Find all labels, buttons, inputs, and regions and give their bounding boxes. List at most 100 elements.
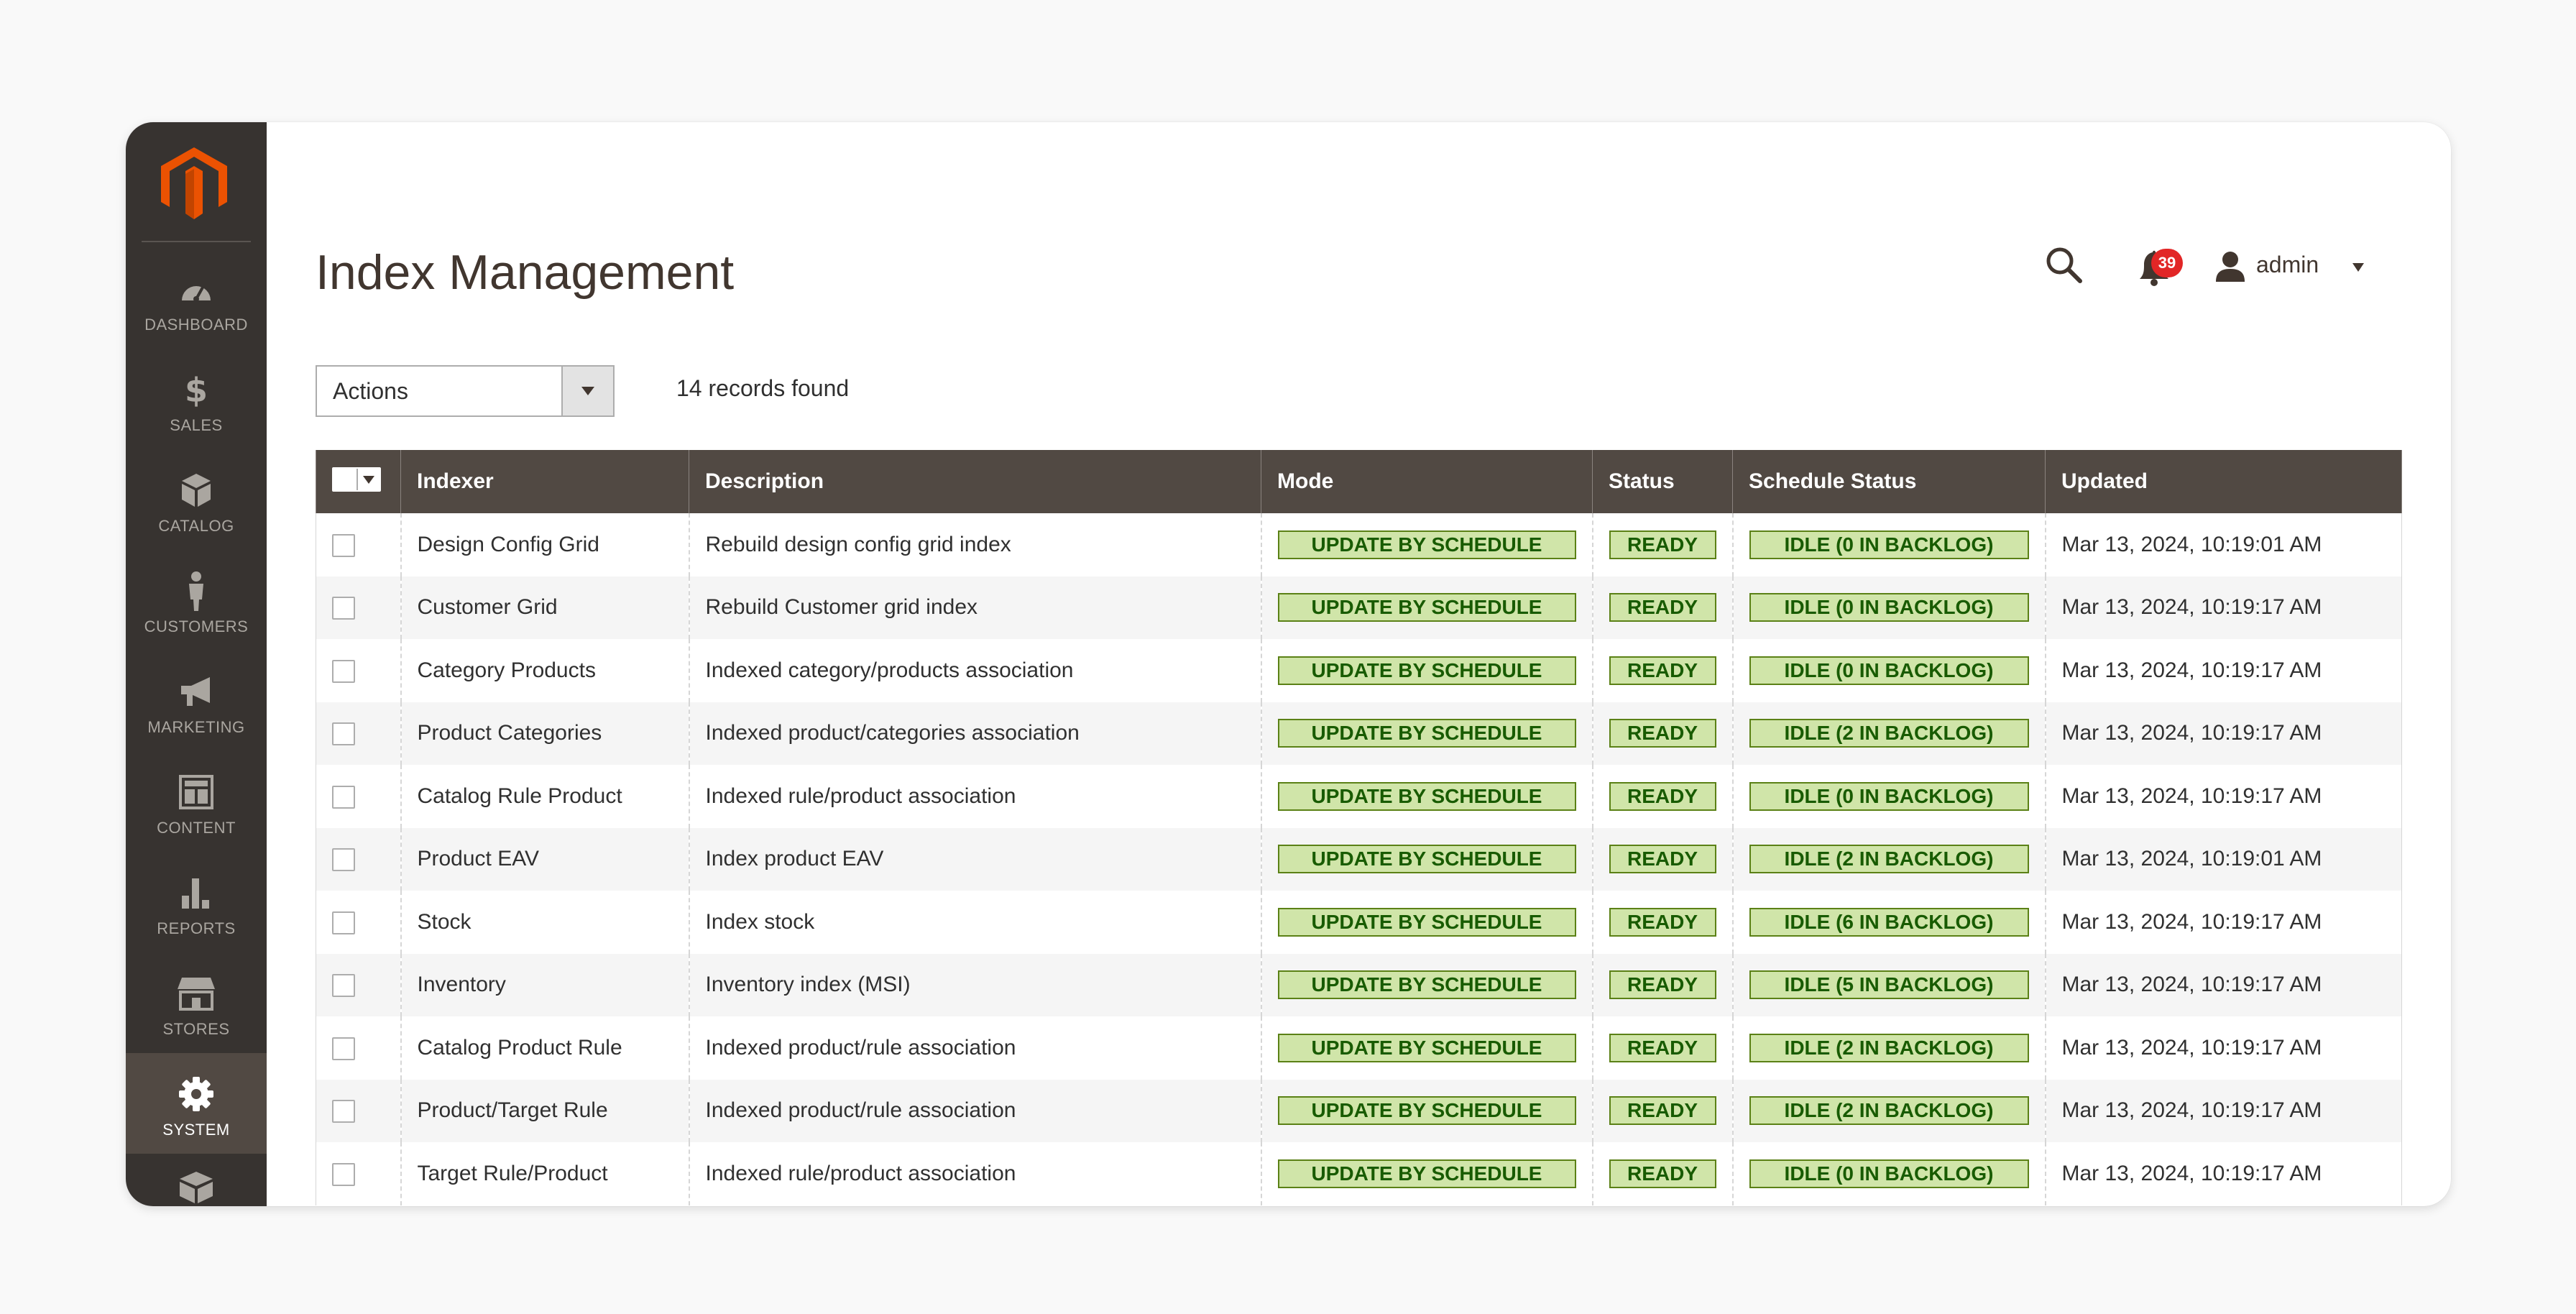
row-checkbox[interactable] xyxy=(332,533,355,557)
schedule-status-cell: IDLE (0 IN BACKLOG) xyxy=(1731,513,2046,576)
magento-logo-icon[interactable] xyxy=(161,147,227,219)
sidebar-item-system[interactable]: SYSTEM xyxy=(126,1053,267,1154)
row-checkbox[interactable] xyxy=(332,1037,355,1060)
schedule-status-badge: IDLE (0 IN BACKLOG) xyxy=(1749,593,2029,622)
sidebar-item-dashboard[interactable]: DASHBOARD xyxy=(126,248,267,349)
row-select-cell xyxy=(316,1079,401,1142)
megaphone-icon xyxy=(178,671,214,712)
column-header-status[interactable]: Status xyxy=(1592,450,1733,513)
mode-cell: UPDATE BY SCHEDULE xyxy=(1260,953,1593,1016)
sidebar-item-extensions[interactable] xyxy=(126,1154,267,1206)
indexer-cell: Design Config Grid xyxy=(400,513,689,576)
indexer-cell: Product EAV xyxy=(400,827,689,891)
status-cell: READY xyxy=(1591,1142,1733,1205)
schedule-status-cell: IDLE (0 IN BACKLOG) xyxy=(1731,639,2046,702)
row-select-cell xyxy=(316,1016,401,1080)
row-checkbox[interactable] xyxy=(332,848,355,872)
mode-badge: UPDATE BY SCHEDULE xyxy=(1277,719,1576,748)
sidebar-item-stores[interactable]: STORES xyxy=(126,952,267,1053)
mode-cell: UPDATE BY SCHEDULE xyxy=(1260,765,1593,828)
updated-cell: Mar 13, 2024, 10:19:17 AM xyxy=(2044,1079,2402,1142)
schedule-status-badge: IDLE (6 IN BACKLOG) xyxy=(1749,907,2029,937)
description-cell: Index product EAV xyxy=(688,827,1261,891)
logo-divider xyxy=(142,241,251,242)
table-row[interactable]: Customer Grid Rebuild Customer grid inde… xyxy=(316,576,2402,639)
updated-cell: Mar 13, 2024, 10:19:17 AM xyxy=(2044,702,2402,765)
updated-cell: Mar 13, 2024, 10:19:17 AM xyxy=(2044,576,2402,639)
status-badge: READY xyxy=(1609,530,1716,559)
row-checkbox[interactable] xyxy=(332,911,355,934)
table-row[interactable]: Target Rule/Product Indexed rule/product… xyxy=(316,1142,2402,1205)
row-checkbox[interactable] xyxy=(332,659,355,683)
table-row[interactable]: Product Categories Indexed product/categ… xyxy=(316,702,2402,765)
schedule-status-cell: IDLE (6 IN BACKLOG) xyxy=(1731,891,2046,954)
table-row[interactable]: Catalog Rule Product Indexed rule/produc… xyxy=(316,765,2402,828)
records-found-count: 14 records found xyxy=(676,375,850,401)
sidebar-item-marketing[interactable]: MARKETING xyxy=(126,651,267,751)
chevron-down-icon[interactable] xyxy=(2352,263,2364,272)
status-badge: READY xyxy=(1609,907,1716,937)
updated-cell: Mar 13, 2024, 10:19:17 AM xyxy=(2044,1016,2402,1080)
table-row[interactable]: Product EAV Index product EAV UPDATE BY … xyxy=(316,827,2402,891)
column-header-description[interactable]: Description xyxy=(689,450,1261,513)
status-cell: READY xyxy=(1591,765,1733,828)
row-checkbox[interactable] xyxy=(332,1100,355,1124)
status-cell: READY xyxy=(1591,953,1733,1016)
indexer-cell: Stock xyxy=(400,891,689,954)
row-checkbox[interactable] xyxy=(332,1162,355,1186)
column-header-schedule-status[interactable]: Schedule Status xyxy=(1732,450,2046,513)
user-avatar-icon[interactable] xyxy=(2214,250,2246,282)
row-select-cell xyxy=(316,576,401,639)
mass-select-control[interactable] xyxy=(332,467,381,492)
table-row[interactable]: Catalog Product Rule Indexed product/rul… xyxy=(316,1016,2402,1080)
sidebar-item-label: CUSTOMERS xyxy=(144,617,249,635)
updated-cell: Mar 13, 2024, 10:19:01 AM xyxy=(2044,513,2402,576)
mode-cell: UPDATE BY SCHEDULE xyxy=(1260,1016,1593,1080)
table-row[interactable]: Stock Index stock UPDATE BY SCHEDULE REA… xyxy=(316,891,2402,954)
sidebar-item-reports[interactable]: REPORTS xyxy=(126,852,267,952)
status-badge: READY xyxy=(1609,970,1716,1000)
sidebar-item-label: SALES xyxy=(170,416,223,434)
schedule-status-cell: IDLE (2 IN BACKLOG) xyxy=(1731,702,2046,765)
column-header-indexer[interactable]: Indexer xyxy=(400,450,689,513)
page-title: Index Management xyxy=(316,245,735,300)
updated-cell: Mar 13, 2024, 10:19:01 AM xyxy=(2044,827,2402,891)
row-select-cell xyxy=(316,765,401,828)
sidebar-item-content[interactable]: CONTENT xyxy=(126,751,267,852)
column-header-mode[interactable]: Mode xyxy=(1261,450,1593,513)
table-row[interactable]: Inventory Inventory index (MSI) UPDATE B… xyxy=(316,953,2402,1016)
row-checkbox[interactable] xyxy=(332,597,355,620)
gear-icon xyxy=(178,1073,215,1115)
sidebar-item-customers[interactable]: CUSTOMERS xyxy=(126,550,267,651)
mode-cell: UPDATE BY SCHEDULE xyxy=(1260,827,1593,891)
sidebar-item-catalog[interactable]: CATALOG xyxy=(126,449,267,550)
chevron-down-icon[interactable] xyxy=(358,469,380,490)
status-badge: READY xyxy=(1609,1096,1716,1126)
dollar-icon: $ xyxy=(184,369,208,410)
schedule-status-cell: IDLE (0 IN BACKLOG) xyxy=(1731,1142,2046,1205)
actions-dropdown[interactable]: Actions xyxy=(316,365,615,417)
actions-dropdown-toggle[interactable] xyxy=(561,367,613,415)
row-checkbox[interactable] xyxy=(332,722,355,746)
sidebar-item-sales[interactable]: $ SALES xyxy=(126,349,267,449)
row-checkbox[interactable] xyxy=(332,785,355,809)
indexer-grid: Indexer Description Mode Status Schedule… xyxy=(316,450,2402,1205)
notification-count-badge[interactable]: 39 xyxy=(2151,249,2183,277)
updated-cell: Mar 13, 2024, 10:19:17 AM xyxy=(2044,765,2402,828)
status-cell: READY xyxy=(1591,513,1733,576)
row-checkbox[interactable] xyxy=(332,974,355,998)
indexer-cell: Product Categories xyxy=(400,702,689,765)
extension-blocks-icon xyxy=(178,1167,214,1206)
row-select-cell xyxy=(316,1142,401,1205)
mass-select-checkbox[interactable] xyxy=(334,469,358,490)
search-icon[interactable] xyxy=(2045,246,2082,283)
table-row[interactable]: Category Products Indexed category/produ… xyxy=(316,639,2402,702)
column-header-updated[interactable]: Updated xyxy=(2045,450,2402,513)
description-cell: Indexed rule/product association xyxy=(688,1142,1261,1205)
admin-user-name[interactable]: admin xyxy=(2256,252,2319,277)
indexer-cell: Customer Grid xyxy=(400,576,689,639)
schedule-status-badge: IDLE (0 IN BACKLOG) xyxy=(1749,1159,2029,1188)
table-row[interactable]: Design Config Grid Rebuild design config… xyxy=(316,513,2402,576)
indexer-cell: Catalog Product Rule xyxy=(400,1016,689,1080)
table-row[interactable]: Product/Target Rule Indexed product/rule… xyxy=(316,1079,2402,1142)
